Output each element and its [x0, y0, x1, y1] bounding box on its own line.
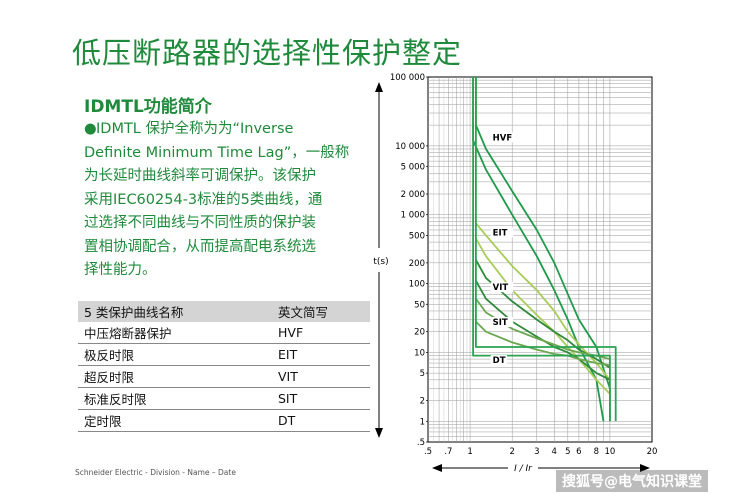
- curve-hvf-lower: [472, 77, 605, 422]
- table-cell: 定时限: [78, 409, 272, 432]
- curve-label-bg: [490, 282, 514, 293]
- curve-label-dt: DT: [493, 356, 506, 366]
- y-tick-label: .5: [417, 438, 425, 448]
- table-cell: DT: [272, 409, 370, 432]
- table-cell: 极反时限: [78, 343, 272, 366]
- curve-label-hvf: HVF: [493, 133, 513, 143]
- y-axis-arrow-up: [375, 82, 383, 92]
- paragraph-line: Definite Minimum Time Lag”，一般称: [84, 144, 350, 161]
- x-axis-arrow-left: [432, 464, 442, 472]
- table-row: 定时限 DT: [78, 409, 370, 432]
- y-tick-label: 100 000: [390, 73, 425, 83]
- curve-label-bg: [490, 227, 514, 238]
- curve-label-bg: [490, 132, 514, 143]
- table-cell: 中压熔断器保护: [78, 322, 272, 344]
- table-header-row: 5 类保护曲线名称 英文简写: [78, 301, 370, 322]
- paragraph-line: 采用IEC60254-3标准的5类曲线，通: [84, 191, 323, 208]
- table-cell: 超反时限: [78, 365, 272, 388]
- y-tick-label: 1: [420, 417, 425, 427]
- x-tick-label: .5: [424, 447, 432, 457]
- x-tick-label: 1: [467, 447, 472, 457]
- x-tick-label: 5: [565, 447, 570, 457]
- y-axis-arrow-down: [375, 428, 383, 438]
- table-cell: VIT: [272, 365, 370, 388]
- slide-title: 低压断路器的选择性保护整定: [72, 36, 463, 70]
- table-cell: HVF: [272, 322, 370, 344]
- curve-label-sit: SIT: [493, 318, 508, 328]
- table-row: 标准反时限 SIT: [78, 387, 370, 410]
- y-axis-label: t(s): [373, 257, 388, 267]
- y-tick-label: 100: [409, 280, 425, 290]
- y-tick-label: 2 000: [401, 190, 425, 200]
- y-tick-label: 5: [420, 369, 425, 379]
- curve-label-eit: EIT: [493, 228, 508, 238]
- curve-dt-lower: [472, 77, 611, 422]
- curve-sit-lower: [475, 320, 611, 367]
- paragraph-line: 置相协调配合，从而提高配电系统选: [84, 238, 316, 255]
- table-row: 超反时限 VIT: [78, 365, 370, 388]
- curve-label-vit: VIT: [493, 283, 509, 293]
- table-cell: 标准反时限: [78, 387, 272, 410]
- description-paragraph: ●IDMTL 保护全称为为“Inverse Definite Minimum T…: [84, 118, 384, 283]
- y-tick-label: 50: [414, 300, 425, 310]
- x-tick-label: 3: [534, 447, 539, 457]
- x-tick-label: 10: [604, 447, 615, 457]
- table-row: 中压熔断器保护 HVF: [78, 322, 370, 344]
- paragraph-line: 过选择不同曲线与不同性质的保护装: [84, 215, 316, 231]
- x-axis-label: I / Ir: [514, 464, 533, 474]
- table-row: 极反时限 EIT: [78, 343, 370, 366]
- y-tick-label: 500: [409, 231, 425, 241]
- section-subtitle: IDMTL功能简介: [84, 97, 212, 117]
- curve-dt-upper: [474, 77, 617, 422]
- table-cell: EIT: [272, 343, 370, 366]
- curve-label-bg: [490, 317, 514, 328]
- x-tick-label: 4: [552, 447, 557, 457]
- curve-hvf-upper: [474, 77, 611, 422]
- curve-label-bg: [490, 355, 508, 366]
- x-tick-label: 20: [647, 447, 658, 457]
- x-tick-label: 8: [594, 447, 599, 457]
- y-tick-label: 10: [414, 348, 425, 358]
- y-tick-label: 5 000: [401, 163, 425, 173]
- watermark: 搜狐号@电气知识课堂: [556, 470, 708, 492]
- y-tick-label: 20: [414, 328, 425, 338]
- x-tick-label: .7: [444, 447, 452, 457]
- y-tick-label: 2: [420, 397, 425, 407]
- paragraph-line: 择性能力。: [84, 262, 157, 278]
- y-tick-label: 10 000: [395, 142, 425, 152]
- x-tick-label: 2: [509, 447, 514, 457]
- table-header-cell: 5 类保护曲线名称: [78, 301, 272, 322]
- table-header-cell: 英文简写: [272, 301, 370, 322]
- y-tick-label: 1 000: [401, 211, 425, 221]
- bullet-icon: ●: [84, 121, 97, 137]
- paragraph-line: ●IDMTL 保护全称为为“Inverse: [84, 118, 384, 142]
- x-tick-label: 6: [576, 447, 581, 457]
- footer-text: Schneider Electric - Division - Name – D…: [75, 468, 236, 477]
- table-cell: SIT: [272, 387, 370, 410]
- x-axis-arrow-right: [640, 464, 650, 472]
- curve-types-table: 5 类保护曲线名称 英文简写 中压熔断器保护 HVF 极反时限 EIT 超反时限…: [78, 301, 370, 432]
- y-tick-label: 200: [409, 259, 425, 269]
- paragraph-line: 为长延时曲线斜率可调保护。该保护: [84, 168, 316, 184]
- plot-frame: [427, 76, 653, 443]
